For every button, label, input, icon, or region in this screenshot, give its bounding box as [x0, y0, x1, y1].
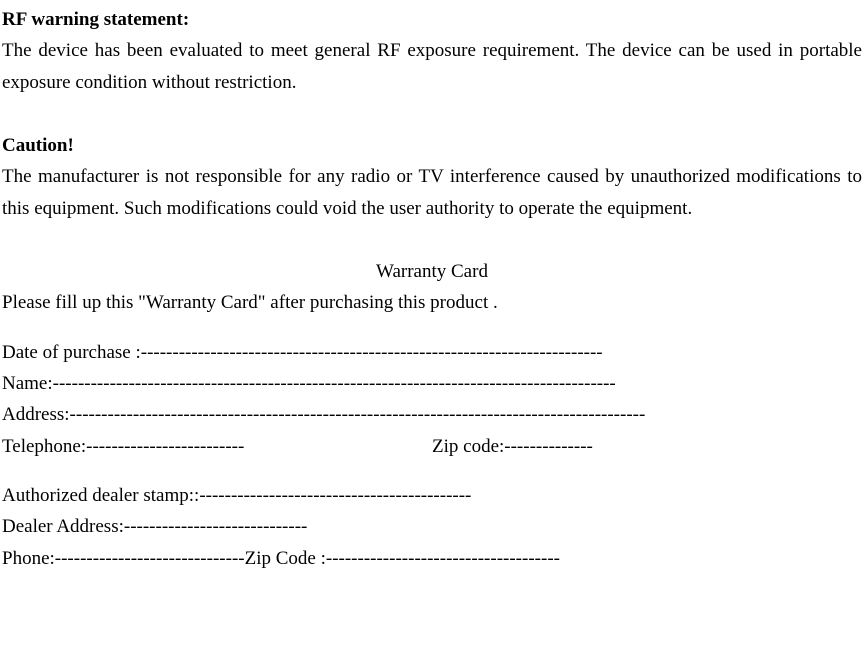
warranty-dealer-stamp: Authorized dealer stamp::---------------… — [2, 480, 862, 511]
warranty-zip: Zip code:-------------- — [432, 431, 862, 462]
warranty-tel-zip-row: Telephone:------------------------- Zip … — [2, 431, 862, 462]
rf-text: The device has been evaluated to meet ge… — [2, 35, 862, 98]
warranty-date-line: Date of purchase :----------------------… — [2, 337, 862, 368]
warranty-phone-zip: Phone:------------------------------Zip … — [2, 543, 862, 574]
warranty-telephone: Telephone:------------------------- — [2, 431, 432, 462]
caution-heading: Caution! — [2, 130, 862, 161]
warranty-address-line: Address:--------------------------------… — [2, 399, 862, 430]
warranty-dealer-address: Dealer Address:-------------------------… — [2, 511, 862, 542]
warranty-title: Warranty Card — [2, 256, 862, 287]
rf-heading: RF warning statement: — [2, 4, 862, 35]
caution-text: The manufacturer is not responsible for … — [2, 161, 862, 224]
warranty-intro: Please fill up this "Warranty Card" afte… — [2, 287, 862, 318]
warranty-name-line: Name:-----------------------------------… — [2, 368, 862, 399]
